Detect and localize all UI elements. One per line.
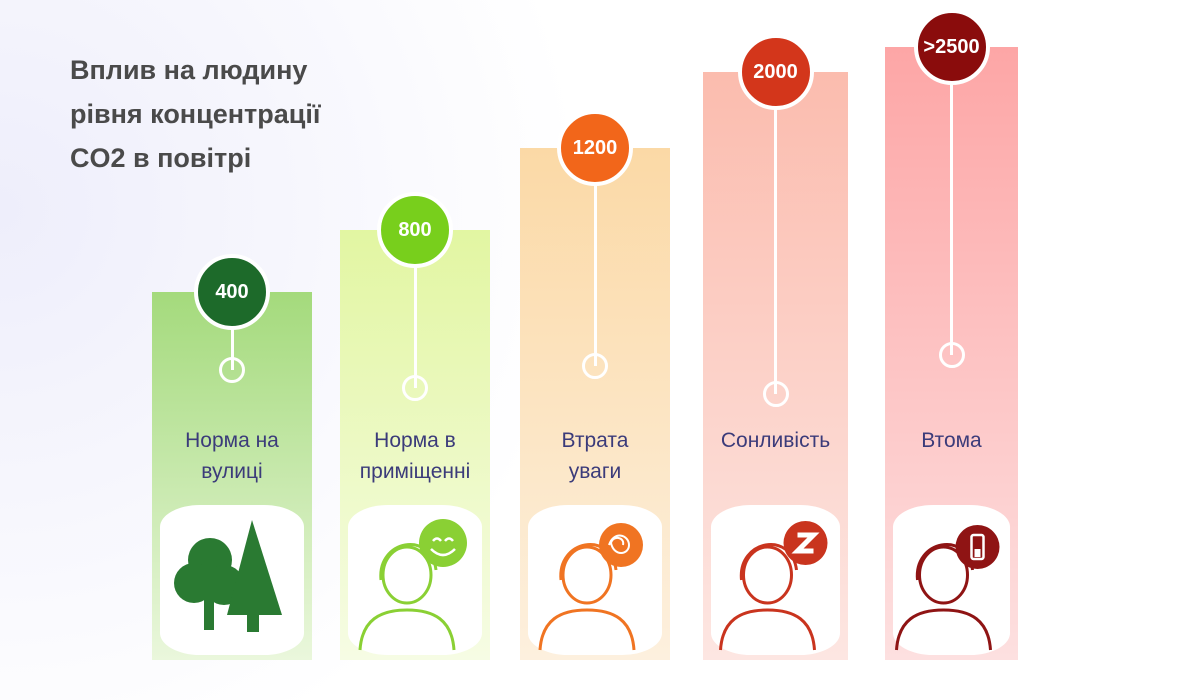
icon <box>719 521 828 651</box>
title-line: рівня концентрації <box>70 99 321 129</box>
title-line: CO2 в повітрі <box>70 143 252 173</box>
icon-card <box>893 505 1010 655</box>
level-label: Сонливість <box>720 429 831 452</box>
title: Вплив на людину рівня концентрації CO2 в… <box>70 48 320 180</box>
stem <box>413 260 417 388</box>
level-label: Втрата уваги <box>561 429 629 483</box>
value-badge: 800 <box>377 192 453 268</box>
person <box>895 543 992 651</box>
title-line: Вплив на людину <box>70 55 308 85</box>
value-badge: >2500 <box>913 9 990 85</box>
ring-marker <box>582 353 608 379</box>
icon-card <box>711 505 840 655</box>
trees <box>174 520 282 632</box>
level-label: Норма в приміщенні <box>359 429 471 483</box>
ring-marker <box>938 342 965 368</box>
value-badge: 2000 <box>737 34 814 110</box>
icon <box>358 519 467 651</box>
icon-card <box>528 505 662 655</box>
ring-marker <box>762 381 789 407</box>
icon <box>174 520 282 632</box>
stem <box>593 178 597 366</box>
value-badge: 400 <box>194 254 270 330</box>
icon-card <box>160 505 304 655</box>
ring-marker <box>219 357 245 383</box>
icon-card <box>348 505 482 655</box>
stem <box>230 322 234 370</box>
value-badge: 1200 <box>557 110 633 186</box>
level-label: Норма на вулиці <box>185 429 279 483</box>
ring-marker <box>402 375 428 401</box>
icon <box>895 525 1000 651</box>
level-label: Втома <box>921 429 982 452</box>
stem <box>950 77 953 355</box>
icon <box>538 523 643 651</box>
stem <box>774 102 777 394</box>
